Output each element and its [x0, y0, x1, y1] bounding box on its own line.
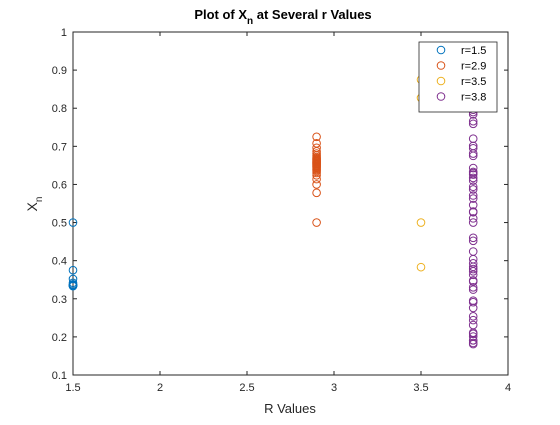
data-point — [468, 315, 478, 325]
x-tick-label: 2.5 — [239, 382, 254, 394]
y-axis-label: Xn — [24, 197, 45, 212]
y-tick-label: 0.3 — [52, 294, 67, 306]
y-tick-label: 0.7 — [52, 141, 67, 153]
legend-marker — [436, 61, 446, 70]
data-point — [468, 200, 478, 210]
chart-title: Plot of Xn at Several r Values — [194, 7, 371, 27]
legend-marker — [436, 92, 446, 101]
data-point — [68, 274, 78, 284]
legend-marker — [436, 45, 446, 55]
legend-label: r=3.5 — [461, 76, 486, 88]
data-point — [468, 141, 478, 151]
series-1 — [312, 132, 321, 227]
data-point — [312, 132, 321, 142]
data-point — [468, 233, 478, 243]
series-0 — [68, 218, 78, 291]
data-point — [468, 285, 478, 294]
data-point — [468, 262, 478, 272]
data-point — [468, 119, 478, 129]
y-tick-label: 0.2 — [52, 332, 67, 344]
legend-label: r=1.5 — [461, 45, 486, 57]
data-point — [312, 180, 321, 189]
data-point — [468, 336, 478, 345]
axis-ticks: 1.5 2 2.5 3 3.5 4 0.1 0.2 0.3 0.4 0.5 0.6 0.7 0.8 0.9 1 — [52, 27, 511, 394]
data-point — [468, 173, 478, 183]
data-point — [468, 218, 478, 227]
data-point — [468, 236, 478, 246]
data-point — [468, 276, 478, 285]
data-point — [468, 264, 478, 274]
data-point — [468, 167, 478, 177]
legend-box — [418, 41, 498, 113]
x-tick-label: 4 — [505, 382, 511, 394]
data-point — [468, 191, 478, 200]
x-axis-label: R Values — [264, 401, 316, 416]
y-tick-label: 0.8 — [52, 103, 67, 115]
y-tick-label: 0.6 — [52, 179, 67, 191]
x-tick-label: 3 — [331, 382, 337, 394]
data-point — [468, 182, 478, 192]
y-tick-label: 0.9 — [52, 65, 67, 77]
x-tick-label: 2 — [157, 382, 163, 394]
legend-label: r=3.8 — [461, 92, 486, 104]
data-point — [68, 218, 78, 227]
y-tick-label: 0.1 — [52, 370, 67, 382]
data-point — [68, 265, 78, 275]
data-point — [468, 143, 478, 153]
data-point — [312, 188, 321, 198]
y-tick-label: 1 — [61, 27, 67, 39]
y-tick-label: 0.4 — [52, 256, 67, 268]
data-point — [468, 214, 478, 223]
legend-label: r=2.9 — [461, 61, 486, 73]
x-tick-label: 3.5 — [413, 382, 428, 394]
data-point — [468, 116, 478, 126]
data-point — [312, 159, 321, 168]
data-point — [468, 185, 478, 194]
data-point — [468, 207, 478, 216]
data-point — [416, 262, 426, 272]
data-point — [468, 194, 478, 203]
y-tick-label: 0.5 — [52, 218, 67, 230]
data-point — [468, 332, 478, 341]
data-point — [468, 296, 478, 305]
data-point — [68, 281, 78, 291]
x-tick-label: 1.5 — [65, 382, 80, 394]
data-point — [468, 312, 478, 321]
data-point — [468, 338, 478, 348]
legend-marker — [436, 76, 446, 86]
data-point — [468, 259, 478, 268]
data-point — [468, 176, 478, 185]
data-point — [416, 218, 426, 227]
legend: r=1.5 r=2.9 r=3.5 r=3.8 — [418, 41, 498, 113]
data-point — [468, 283, 478, 292]
data-point — [468, 163, 478, 173]
data-point — [312, 218, 321, 227]
